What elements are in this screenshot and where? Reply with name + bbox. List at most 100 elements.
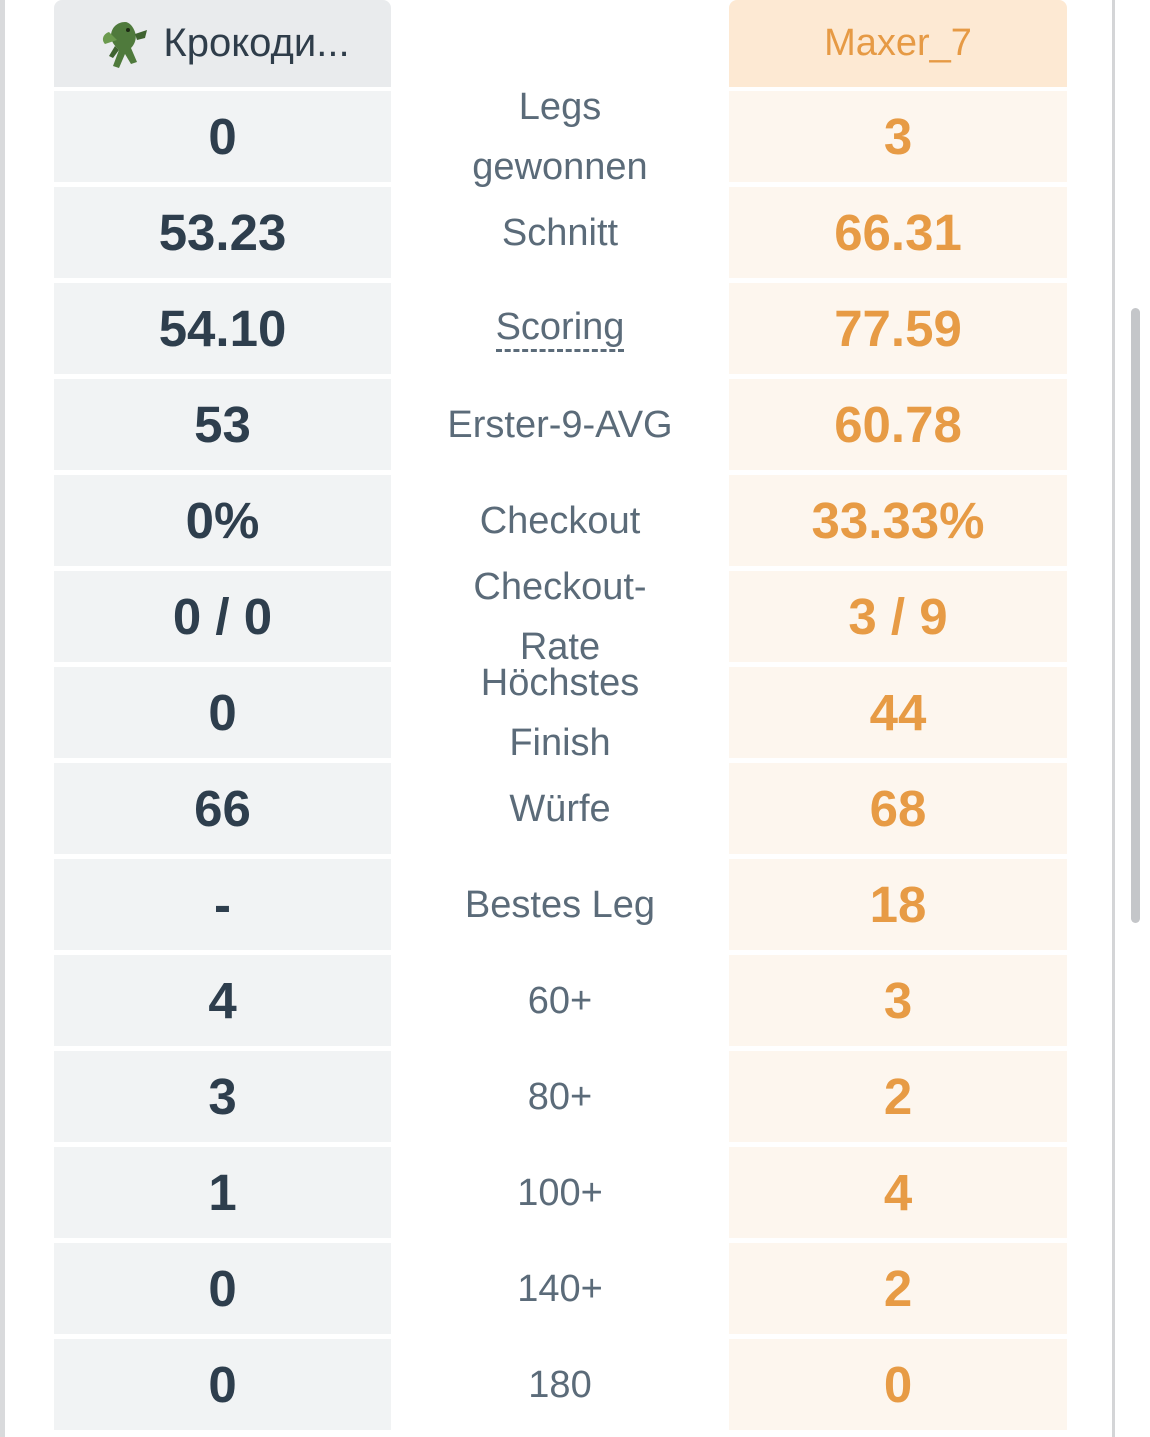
player1-value: 0 <box>208 1356 237 1413</box>
stat-label: 180 <box>528 1363 592 1406</box>
player2-cell: 44 <box>729 667 1067 758</box>
stat-label-cell: Checkout <box>391 475 729 566</box>
stat-label: Checkout <box>479 499 641 542</box>
player1-cell: 0 <box>54 1243 391 1334</box>
scrollbar-thumb[interactable] <box>1131 308 1140 923</box>
player2-name: Maxer_7 <box>824 22 972 64</box>
player2-value: 3 <box>883 972 913 1029</box>
player2-header[interactable]: Maxer_7 <box>729 0 1067 87</box>
player1-cell: 54.10 <box>54 283 391 374</box>
stat-label-cell: 100+ <box>391 1147 729 1238</box>
player1-value: 0% <box>185 492 260 549</box>
player1-cell: 53 <box>54 379 391 470</box>
player1-name: Крокоди... <box>163 21 350 65</box>
player2-value: 66.31 <box>834 204 962 261</box>
player1-value: 53 <box>194 396 251 453</box>
player2-value: 18 <box>869 876 927 933</box>
stat-label-cell: Erster-9-AVG <box>391 379 729 470</box>
player1-value: 3 <box>208 1068 237 1125</box>
player2-value: 60.78 <box>834 396 962 453</box>
stat-label: Höchstes Finish <box>480 661 640 764</box>
stat-row-würfe: 66 Würfe 68 <box>54 763 1067 854</box>
player2-cell: 68 <box>729 763 1067 854</box>
player1-cell: 0 <box>54 1339 391 1430</box>
player2-value: 33.33% <box>811 492 985 549</box>
player1-cell: - <box>54 859 391 950</box>
stat-label: 60+ <box>527 979 593 1022</box>
player1-cell: 0 <box>54 91 391 182</box>
player1-value: 66 <box>194 780 251 837</box>
player2-cell: 2 <box>729 1243 1067 1334</box>
stat-label[interactable]: Scoring <box>495 305 625 352</box>
stat-label: Erster-9-AVG <box>447 403 673 446</box>
player1-cell: 0% <box>54 475 391 566</box>
player2-value: 44 <box>869 684 927 741</box>
player2-value: 4 <box>883 1164 913 1221</box>
stat-label-cell: Bestes Leg <box>391 859 729 950</box>
player1-cell: 3 <box>54 1051 391 1142</box>
stat-row-180: 0 180 0 <box>54 1339 1067 1430</box>
stat-row-scoring: 54.10 Scoring 77.59 <box>54 283 1067 374</box>
player2-cell: 66.31 <box>729 187 1067 278</box>
stat-label-cell: 140+ <box>391 1243 729 1334</box>
player2-cell: 0 <box>729 1339 1067 1430</box>
player1-value: 53.23 <box>158 204 287 261</box>
stat-label: Bestes Leg <box>464 883 656 926</box>
stat-row-legs-gewonnen: 0 Legs gewonnen 3 <box>54 86 1067 188</box>
player2-cell: 2 <box>729 1051 1067 1142</box>
player1-cell: 0 / 0 <box>54 571 391 662</box>
player1-cell: 66 <box>54 763 391 854</box>
stat-label: Schnitt <box>501 211 619 254</box>
stat-row-60: 4 60+ 3 <box>54 955 1067 1046</box>
player1-cell: 0 <box>54 667 391 758</box>
player2-value: 2 <box>883 1068 913 1125</box>
player1-value: 1 <box>208 1164 237 1221</box>
stat-label: 140+ <box>517 1267 603 1310</box>
player2-value: 77.59 <box>834 300 962 357</box>
player1-value: 0 <box>208 108 237 165</box>
right-edge <box>1112 0 1115 1437</box>
stat-row-80: 3 80+ 2 <box>54 1051 1067 1142</box>
stat-label: Checkout-Rate <box>473 565 647 668</box>
stat-row-bestes-leg: - Bestes Leg 18 <box>54 859 1067 950</box>
stat-row-100: 1 100+ 4 <box>54 1147 1067 1238</box>
player1-value: 0 <box>208 1260 237 1317</box>
stat-row-höchstes-finish: 0 Höchstes Finish 44 <box>54 662 1067 764</box>
player2-cell: 77.59 <box>729 283 1067 374</box>
stat-row-erster-9-avg: 53 Erster-9-AVG 60.78 <box>54 379 1067 470</box>
player2-cell: 3 <box>729 955 1067 1046</box>
player2-value: 3 <box>883 108 913 165</box>
stat-label-cell: Höchstes Finish <box>391 662 729 764</box>
crocodile-icon <box>103 21 148 68</box>
stat-row-checkout: 0% Checkout 33.33% <box>54 475 1067 566</box>
stat-label-cell: Würfe <box>391 763 729 854</box>
stat-label-cell: 80+ <box>391 1051 729 1142</box>
stat-row-schnitt: 53.23 Schnitt 66.31 <box>54 187 1067 278</box>
player1-cell: 1 <box>54 1147 391 1238</box>
player2-cell: 3 / 9 <box>729 571 1067 662</box>
player1-value: 54.10 <box>158 300 287 357</box>
player2-value: 3 / 9 <box>848 588 948 645</box>
stat-label: Würfe <box>509 787 611 830</box>
stat-label: 80+ <box>527 1075 593 1118</box>
player2-value: 2 <box>883 1260 913 1317</box>
player2-value: 68 <box>869 780 927 837</box>
stat-label-cell: Legs gewonnen <box>391 86 729 188</box>
player1-cell: 4 <box>54 955 391 1046</box>
left-edge <box>0 0 5 1437</box>
player2-value: 0 <box>883 1356 913 1413</box>
player1-header[interactable]: Крокоди... <box>54 0 391 87</box>
player2-cell: 4 <box>729 1147 1067 1238</box>
player1-value: - <box>214 876 231 933</box>
stat-label-cell: 60+ <box>391 955 729 1046</box>
player1-value: 4 <box>208 972 237 1029</box>
player1-value: 0 <box>208 684 237 741</box>
player2-cell: 18 <box>729 859 1067 950</box>
stat-row-checkout-rate: 0 / 0 Checkout-Rate 3 / 9 <box>54 566 1067 668</box>
player1-cell: 53.23 <box>54 187 391 278</box>
stat-label-cell: Scoring <box>391 283 729 374</box>
player1-value: 0 / 0 <box>172 588 273 645</box>
stat-label-cell: Checkout-Rate <box>391 566 729 668</box>
player2-cell: 3 <box>729 91 1067 182</box>
player2-cell: 60.78 <box>729 379 1067 470</box>
